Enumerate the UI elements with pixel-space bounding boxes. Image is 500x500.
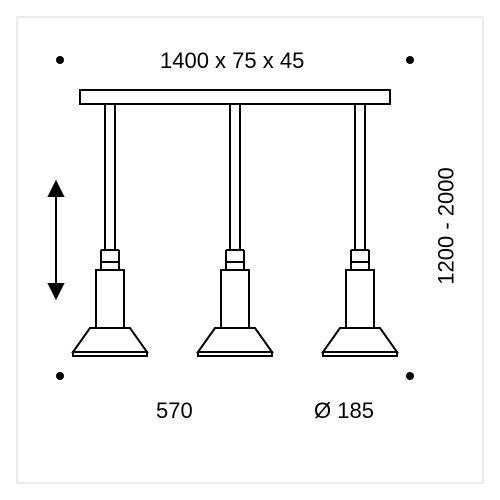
diagram-stage: 1400 x 75 x 45 570 Ø 185 1200 - 2000 (0, 0, 500, 500)
ref-dot-top-left (56, 56, 64, 64)
height-range-label: 1200 - 2000 (434, 167, 460, 284)
pendant-3 (323, 104, 397, 356)
pendant-2 (198, 104, 272, 356)
pendant-1 (73, 104, 147, 356)
top-dimensions-label: 1400 x 75 x 45 (160, 48, 304, 74)
image-frame (17, 17, 483, 483)
ceiling-bar (80, 90, 390, 104)
ref-dot-top-right (406, 56, 414, 64)
ref-dot-bottom-right (406, 372, 414, 380)
shade-diameter-label: Ø 185 (314, 398, 374, 424)
technical-drawing (0, 0, 500, 500)
ref-dot-bottom-left (56, 372, 64, 380)
height-arrow-icon (49, 182, 63, 298)
spacing-label: 570 (156, 398, 193, 424)
